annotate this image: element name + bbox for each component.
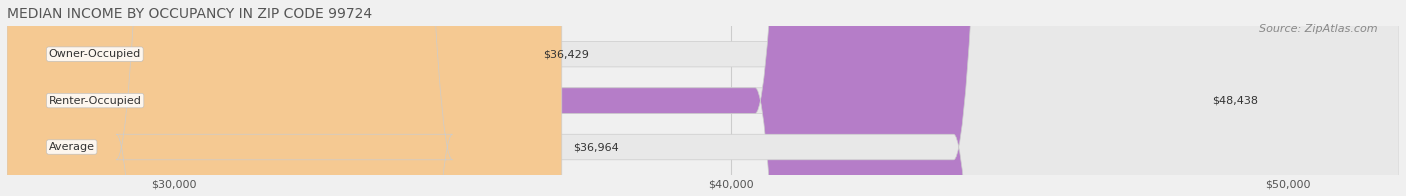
Text: Average: Average — [49, 142, 94, 152]
FancyBboxPatch shape — [7, 0, 1399, 196]
FancyBboxPatch shape — [7, 0, 1399, 196]
Text: Renter-Occupied: Renter-Occupied — [49, 96, 142, 106]
Text: MEDIAN INCOME BY OCCUPANCY IN ZIP CODE 99724: MEDIAN INCOME BY OCCUPANCY IN ZIP CODE 9… — [7, 7, 373, 21]
Text: Source: ZipAtlas.com: Source: ZipAtlas.com — [1260, 24, 1378, 34]
Text: Owner-Occupied: Owner-Occupied — [49, 49, 141, 59]
Text: $48,438: $48,438 — [1212, 96, 1258, 106]
FancyBboxPatch shape — [7, 0, 1399, 196]
FancyBboxPatch shape — [7, 0, 531, 196]
FancyBboxPatch shape — [7, 0, 1201, 196]
Text: $36,429: $36,429 — [543, 49, 589, 59]
Text: $36,964: $36,964 — [572, 142, 619, 152]
FancyBboxPatch shape — [7, 0, 562, 196]
